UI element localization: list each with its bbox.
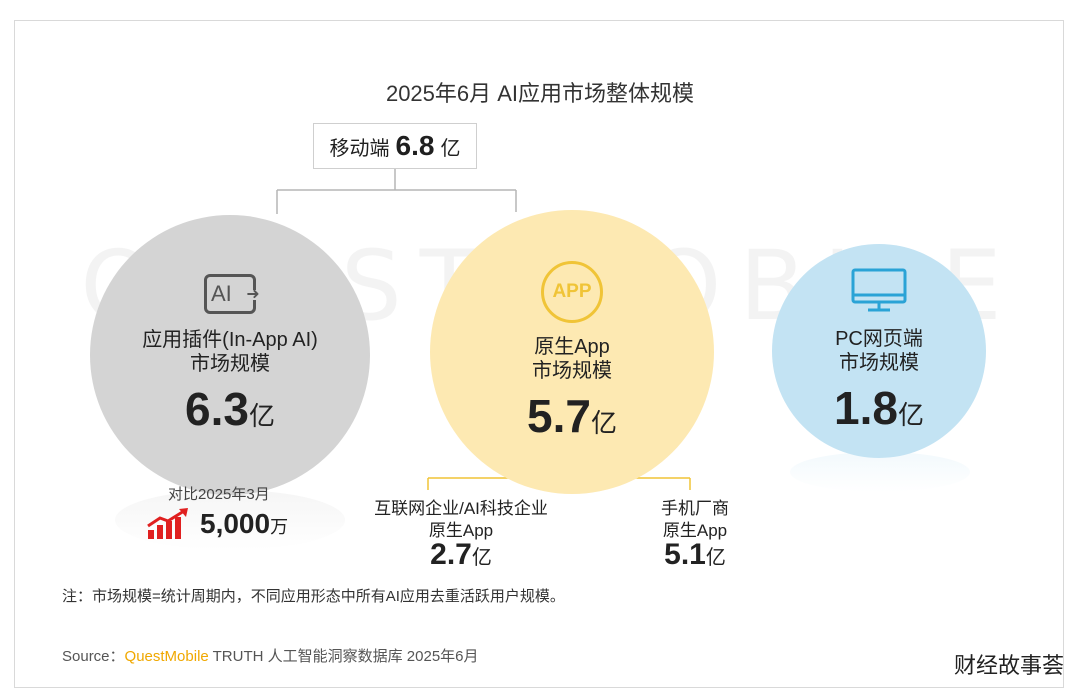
compare-unit: 万 (270, 517, 289, 537)
trend-up-icon (147, 508, 188, 539)
sub-internet-value-wrap: 2.7亿 (356, 540, 566, 570)
native-app-circle: APP 原生App 市场规模 5.7亿 (430, 210, 714, 494)
grey-circle-reflection (115, 490, 345, 550)
corner-logo: 财经故事荟 (953, 654, 1064, 679)
ai-plugin-icon: AI ➜ (204, 274, 261, 314)
sub-phone-value-wrap: 5.1亿 (640, 540, 750, 570)
in-app-ai-value: 6.3 (185, 383, 249, 435)
root-unit: 亿 (440, 137, 461, 160)
compare-row: 5,000万 (146, 508, 288, 540)
in-app-ai-unit: 亿 (248, 401, 275, 431)
app-icon: APP (541, 261, 603, 323)
sub-phone-unit: 亿 (705, 547, 726, 569)
pc-web-value: 1.8 (834, 382, 898, 434)
monitor-icon (851, 268, 907, 312)
native-app-label-1: 原生App (534, 336, 610, 358)
native-app-value-wrap: 5.7亿 (527, 389, 617, 443)
root-label: 移动端 (329, 137, 390, 160)
in-app-ai-label-2: 市场规模 (190, 353, 270, 375)
root-node: 移动端 6.8 亿 (313, 123, 477, 169)
sub-internet-label-2: 原生App (428, 521, 494, 540)
root-value: 6.8 (395, 130, 435, 161)
sub-phone-value: 5.1 (664, 538, 706, 571)
sub-internet-label-1: 互联网企业/AI科技企业 (374, 499, 548, 518)
sub-internet-unit: 亿 (471, 547, 492, 569)
compare-value-wrap: 5,000万 (200, 508, 288, 540)
source-brand: QuestMobile (124, 648, 209, 665)
chart-title: 2025年6月 AI应用市场整体规模 (385, 81, 695, 106)
native-app-value: 5.7 (527, 390, 591, 442)
in-app-ai-value-wrap: 6.3亿 (185, 382, 275, 436)
sub-internet-value: 2.7 (430, 538, 472, 571)
source-prefix: Source： (62, 648, 125, 665)
pc-web-value-wrap: 1.8亿 (834, 381, 924, 435)
source-text: TRUTH 人工智能洞察数据库 2025年6月 (208, 648, 479, 665)
in-app-ai-circle: AI ➜ 应用插件(In-App AI) 市场规模 6.3亿 (90, 215, 370, 495)
pc-web-circle: PC网页端 市场规模 1.8亿 (772, 244, 986, 458)
blue-circle-reflection (790, 452, 970, 492)
source-line: Source：QuestMobile TRUTH 人工智能洞察数据库 2025年… (62, 645, 479, 666)
pc-web-label-2: 市场规模 (839, 352, 919, 374)
sub-phone-label-1: 手机厂商 (661, 499, 729, 518)
footnote: 注：市场规模=统计周期内，不同应用形态中所有AI应用去重活跃用户规模。 (62, 588, 565, 605)
sub-node-phone-maker: 手机厂商 原生App 5.1亿 (640, 498, 750, 570)
sub-phone-label-2: 原生App (662, 521, 728, 540)
compare-value: 5,000 (200, 508, 271, 539)
in-app-ai-label-1: 应用插件(In-App AI) (142, 329, 318, 351)
native-app-unit: 亿 (590, 408, 617, 438)
pc-web-label-1: PC网页端 (835, 328, 923, 350)
native-app-label-2: 市场规模 (532, 360, 612, 382)
pc-web-unit: 亿 (897, 400, 924, 430)
compare-label: 对比2025年3月 (168, 486, 270, 503)
sub-node-internet: 互联网企业/AI科技企业 原生App 2.7亿 (356, 498, 566, 570)
